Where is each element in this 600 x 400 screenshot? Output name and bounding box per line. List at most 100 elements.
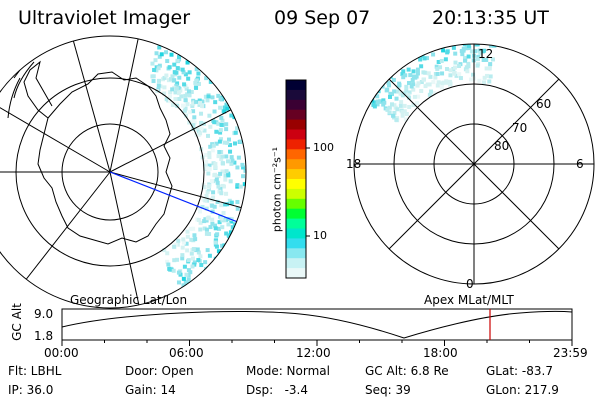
aurora-pixel <box>214 129 219 134</box>
aurora-pixel <box>224 154 229 159</box>
aurora-pixel <box>202 185 207 190</box>
aurora-pixel <box>219 191 224 196</box>
aurora-pixel <box>487 79 492 84</box>
aurora-pixel <box>194 78 199 83</box>
aurora-pixel <box>462 44 467 47</box>
aurora-pixel <box>165 251 170 256</box>
aurora-pixel <box>453 51 458 56</box>
aurora-pixel <box>223 202 228 207</box>
aurora-pixel <box>451 45 456 50</box>
mlat-label-80: 80 <box>494 139 510 153</box>
aurora-pixel <box>206 133 211 138</box>
aurora-pixel <box>194 85 199 90</box>
aurora-pixel <box>200 204 205 209</box>
aurora-pixel <box>154 68 159 73</box>
aurora-pixel <box>391 113 396 118</box>
aurora-pixel <box>198 227 203 232</box>
aurora-pixel <box>392 103 397 108</box>
aurora-pixel <box>232 141 237 146</box>
aurora-pixel <box>427 92 432 97</box>
aurora-pixel <box>216 226 221 231</box>
aurora-pixel <box>375 94 380 99</box>
colorbar-segment <box>286 268 306 279</box>
aurora-pixel <box>196 81 201 86</box>
aurora-pixel <box>419 79 424 84</box>
aurora-pixel <box>181 240 186 245</box>
aurora-pixel <box>216 121 221 126</box>
aurora-pixel <box>174 86 179 91</box>
aurora-pixel <box>240 162 245 167</box>
aurora-pixel <box>418 57 423 62</box>
aurora-pixel <box>182 264 187 269</box>
aurora-pixel <box>421 50 426 55</box>
aurora-pixel <box>167 266 172 271</box>
aurora-pixel <box>485 73 490 78</box>
mlat-label-70: 70 <box>512 121 528 135</box>
timeline-xtick-0000: 00:00 <box>44 346 79 360</box>
aurora-pixel <box>219 216 224 221</box>
coastline-south-america <box>13 45 39 79</box>
aurora-pixel <box>224 191 229 196</box>
aurora-pixel <box>444 67 449 72</box>
aurora-pixel <box>188 226 193 231</box>
aurora-pixel <box>382 100 387 105</box>
aurora-pixel <box>173 242 178 247</box>
aurora-pixel <box>445 49 450 54</box>
aurora-pixel <box>402 103 407 108</box>
aurora-pixel <box>187 70 192 75</box>
aurora-pixel <box>407 95 412 100</box>
aurora-pixel <box>210 217 215 222</box>
aurora-pixel <box>419 64 424 69</box>
aurora-pixel <box>243 168 246 173</box>
aurora-pixel <box>169 52 174 57</box>
aurora-pixel <box>210 203 215 208</box>
aurora-pixel <box>457 64 462 69</box>
aurora-pixel <box>428 89 433 94</box>
aurora-pixel <box>467 45 472 50</box>
aurora-pixel <box>182 108 187 113</box>
aurora-pixel <box>394 96 399 101</box>
aurora-pixel <box>387 94 392 99</box>
aurora-pixel <box>188 270 193 275</box>
color-scale-border <box>285 79 307 279</box>
geo-outer-arcs <box>7 61 35 119</box>
aurora-pixel <box>202 219 207 224</box>
aurora-pixel <box>185 92 190 97</box>
polar-spokes <box>354 44 594 284</box>
aurora-pixel <box>466 54 471 59</box>
info-glon: GLon: 217.9 <box>486 383 559 397</box>
aurora-pixel <box>225 140 230 145</box>
aurora-pixel <box>440 71 445 76</box>
aurora-pixel <box>211 195 216 200</box>
aurora-pixel <box>189 251 194 256</box>
aurora-pixel <box>165 59 170 64</box>
aurora-pixel <box>169 77 174 82</box>
aurora-pixel <box>207 163 212 168</box>
aurora-pixel <box>229 219 234 224</box>
aurora-pixel <box>168 99 173 104</box>
aurora-pixel <box>166 262 171 267</box>
aurora-pixel <box>186 268 191 273</box>
colorbar-segment <box>286 119 306 130</box>
aurora-pixel <box>416 81 421 86</box>
aurora-pixel <box>213 242 218 247</box>
aurora-pixel <box>207 184 212 189</box>
aurora-pixel <box>489 44 494 48</box>
aurora-pixel <box>172 258 177 263</box>
aurora-pixel <box>198 131 203 136</box>
info-filter: Flt: LBHL <box>8 364 62 378</box>
aurora-pixel <box>435 44 440 49</box>
aurora-pixel <box>219 156 224 161</box>
aurora-pixel <box>214 238 219 243</box>
info-glat: GLat: -83.7 <box>486 364 553 378</box>
colorbar-segment <box>286 109 306 121</box>
aurora-pixel <box>408 73 413 78</box>
aurora-pixel <box>173 97 178 102</box>
aurora-pixel <box>203 94 208 99</box>
aurora-pixel <box>184 241 189 246</box>
aurora-pixel <box>221 210 226 215</box>
mlt-label-0: 0 <box>466 277 474 291</box>
aurora-pixel <box>484 57 489 62</box>
aurora-pixel <box>175 81 180 86</box>
aurora-pixel <box>204 227 209 232</box>
